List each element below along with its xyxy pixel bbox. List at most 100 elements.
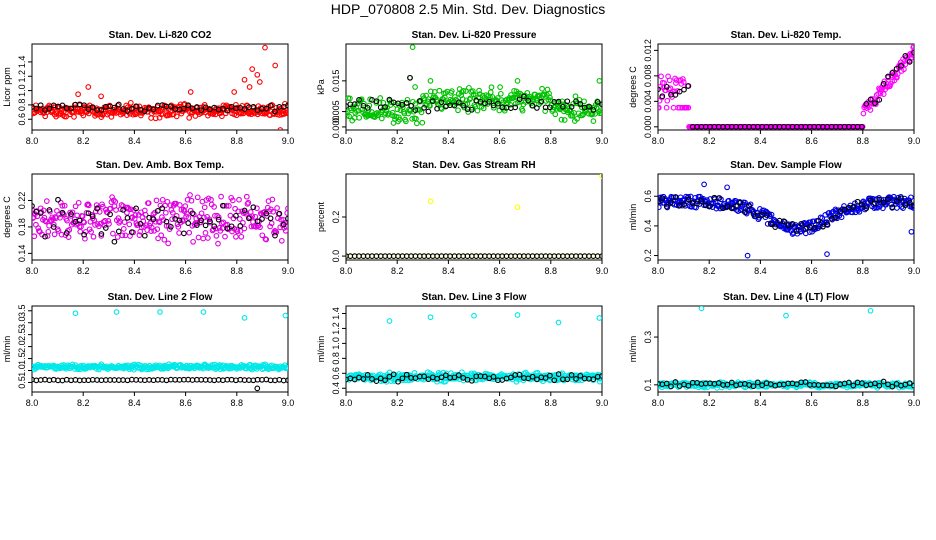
y-tick-label: 0.5 (17, 376, 27, 389)
data-point (670, 104, 677, 111)
data-point (122, 232, 129, 239)
data-point (75, 91, 81, 98)
data-point (249, 66, 256, 72)
data-point-black (159, 205, 166, 212)
data-point-black (906, 199, 913, 206)
data-point (273, 229, 280, 236)
data-point-black (902, 202, 909, 209)
data-point (274, 205, 280, 211)
data-point (168, 207, 175, 213)
data-point-black (599, 101, 602, 108)
data-point (213, 233, 220, 239)
data-point-black (181, 105, 187, 112)
data-point-black (250, 103, 257, 110)
data-point (243, 210, 249, 217)
data-point-black (267, 102, 274, 109)
data-point (259, 232, 266, 239)
data-point (704, 197, 710, 203)
data-point (894, 74, 900, 81)
data-point (114, 234, 121, 240)
data-point (680, 79, 687, 85)
data-point (396, 116, 403, 123)
y-tick-label: 0.3 (643, 331, 653, 344)
data-point (569, 112, 576, 119)
y-tick-label: 0.2 (331, 211, 341, 224)
data-point-black (189, 210, 196, 217)
y-axis-label: kPa (316, 79, 326, 95)
data-point-black (577, 101, 584, 107)
data-point-black (763, 212, 770, 218)
data-point (278, 216, 284, 223)
x-tick-label: 9.0 (282, 398, 295, 408)
panel-6: Stan. Dev. Sample Flow 8.0 8.2 8.4 8.6 8.8 9.0… (628, 160, 920, 276)
data-point (285, 108, 288, 115)
data-point-black (421, 373, 427, 380)
data-point (666, 77, 673, 84)
data-point-black (876, 97, 883, 103)
points-group (658, 44, 914, 130)
data-point-black (102, 225, 109, 231)
y-tick-label: 2.5 (17, 328, 27, 341)
y-tick-label: 0.005 (331, 100, 341, 123)
data-point (82, 229, 89, 235)
data-point-black (555, 371, 562, 377)
data-point-black (369, 376, 375, 382)
x-tick-label: 8.0 (652, 398, 665, 408)
data-point-black (98, 107, 105, 113)
data-point (42, 217, 49, 224)
x-tick-label: 8.8 (857, 398, 870, 408)
data-point (155, 235, 161, 242)
data-point (462, 88, 469, 94)
data-point-black (542, 375, 549, 381)
y-tick-label: 1.4 (17, 56, 27, 69)
data-point-black (185, 220, 192, 226)
data-point-black (564, 98, 571, 105)
data-point (176, 202, 183, 208)
data-point-black (150, 216, 157, 223)
y-axis-label: percent (316, 201, 326, 232)
data-point-black (672, 194, 679, 200)
data-point-black (42, 233, 48, 240)
data-point (166, 111, 173, 118)
data-point (519, 107, 526, 114)
data-point-black (547, 372, 553, 379)
data-point-black (893, 198, 900, 204)
x-tick-label: 8.0 (340, 136, 353, 146)
data-point-black (120, 106, 126, 112)
data-point-black (89, 213, 96, 220)
data-point-black (906, 380, 913, 386)
panel-title: Stan. Dev. Line 4 (LT) Flow (723, 292, 849, 303)
data-point (46, 222, 52, 229)
data-point (85, 84, 92, 90)
data-point-black (793, 228, 800, 234)
data-point (658, 104, 662, 111)
data-point (252, 213, 259, 220)
data-point-black (263, 210, 270, 217)
data-point (176, 230, 182, 236)
data-point (427, 88, 434, 95)
plot-frame (31, 173, 289, 261)
data-point (126, 221, 133, 228)
data-point (148, 115, 154, 121)
data-point (169, 209, 176, 216)
data-point (244, 103, 251, 109)
data-point (233, 233, 239, 240)
data-point (662, 87, 669, 94)
data-point (685, 194, 692, 200)
panel-5: Stan. Dev. Gas Stream RH 8.0 8.2 8.4 8.6 8.8 9… (316, 160, 608, 276)
data-point-black (599, 373, 602, 379)
data-point (539, 85, 545, 92)
panel-title: Stan. Dev. Li-820 Pressure (412, 30, 537, 41)
data-point-black (663, 83, 670, 90)
data-point-black (885, 381, 891, 388)
plot-frame (657, 173, 915, 261)
data-point (205, 235, 211, 241)
data-point-black (111, 104, 118, 111)
x-tick-label: 8.4 (128, 398, 141, 408)
data-point (438, 105, 444, 111)
panel-1: Stan. Dev. Li-820 CO2 8.0 8.2 8.4 8.6 8.8 9.0 0… (2, 30, 294, 146)
x-tick-label: 8.2 (77, 398, 90, 408)
data-point (106, 221, 112, 227)
data-point (490, 104, 497, 111)
y-tick-label: 0.2 (643, 249, 653, 262)
